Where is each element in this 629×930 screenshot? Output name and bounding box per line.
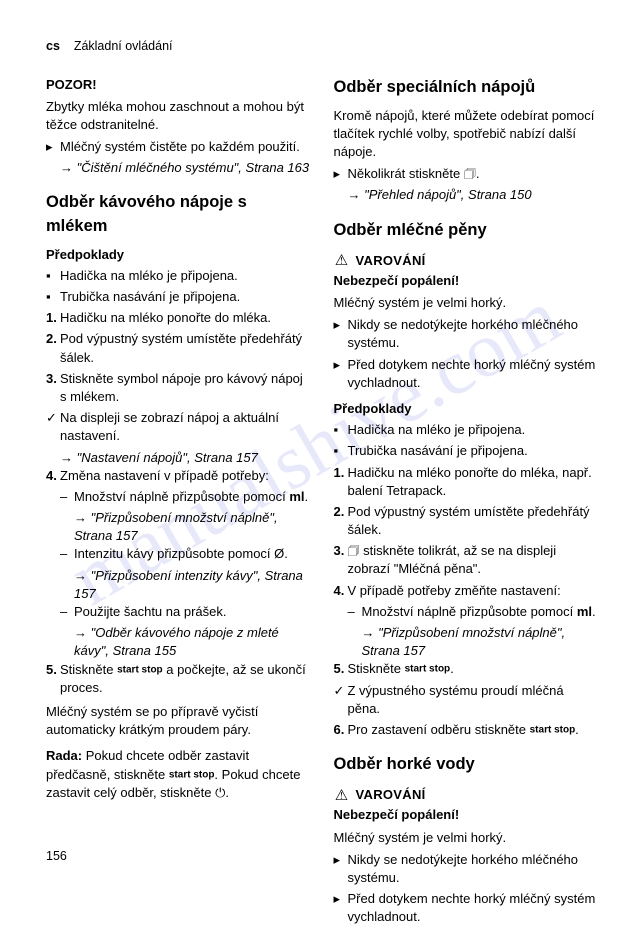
startstop-icon: start stop [117,664,163,675]
square-icon: ▪ [46,288,60,306]
arrow-icon: ▸ [334,165,348,183]
heading-coffee-milk: Odběr kávového nápoje s mlékem [46,191,310,237]
prereq-2: Trubička nasávání je připojena. [60,288,310,306]
num-5: 5. [334,660,348,678]
startstop-icon: start stop [405,664,451,675]
bstep-2: Pod výpustný systém umístěte předehřátý … [348,503,598,539]
pozor-item: Mléčný systém čistěte po každém použití. [60,138,310,156]
arrow-icon: ▸ [334,851,348,869]
warning-label-2: VAROVÁNÍ [356,786,426,804]
pozor-bullet: ▸ Mléčný systém čistěte po každém použit… [46,138,310,156]
page-content: cs Základní ovládání POZOR! Zbytky mléka… [46,38,597,930]
prereq-b2: Trubička nasávání je připojena. [348,442,598,460]
bstep-6: Pro zastavení odběru stiskněte start sto… [348,721,598,739]
step-3: Stiskněte symbol nápoje pro kávový nápoj… [60,370,310,406]
square-icon: ▪ [334,421,348,439]
check-icon: ✓ [46,409,60,427]
step-4a: Množství náplně přizpůsobte pomocí ml. [74,488,310,506]
num-1: 1. [334,464,348,482]
step-3-check: Na displeji se zobrazí nápoj a aktuální … [60,409,310,445]
warn-b2: Před dotykem nechte horký mléčný systém … [348,356,598,392]
pozor-heading: POZOR! [46,76,310,94]
warning-block-2: ⚠ VAROVÁNÍ [334,786,598,804]
step-4c: Použijte šachtu na prášek. [74,603,310,621]
heading-hot-water: Odběr horké vody [334,753,598,776]
prereq-heading: Předpoklady [46,246,310,264]
step-4c-ref: → "Odběr kávového nápoje z mleté kávy", … [60,624,310,660]
startstop-icon: start stop [169,769,215,780]
warning-block: ⚠ VAROVÁNÍ [334,252,598,270]
warning-label: VAROVÁNÍ [356,252,426,270]
bstep-3: 🗇 stiskněte tolikrát, až se na displeji … [348,542,598,578]
warn2-subhead: Nebezpečí popálení! [334,806,598,824]
lang-code: cs [46,39,60,53]
special-ref: → "Přehled nápojů", Strana 150 [334,186,598,204]
pozor-ref: → "Čištění mléčného systému", Strana 163 [46,159,310,177]
step-1: Hadičku na mléko ponořte do mléka. [60,309,310,327]
prereq-1: Hadička na mléko je připojena. [60,267,310,285]
check-icon: ✓ [334,682,348,700]
square-icon: ▪ [334,442,348,460]
heading-milk-foam: Odběr mléčné pěny [334,219,598,242]
right-column: Odběr speciálních nápojů Kromě nápojů, k… [334,76,598,930]
header-line: cs Základní ovládání [46,38,597,56]
special-intro: Kromě nápojů, které můžete odebírat pomo… [334,107,598,162]
section-title: Základní ovládání [74,39,173,53]
bstep-5: Stiskněte start stop. [348,660,598,678]
num-4: 4. [334,582,348,600]
auto-clean-note: Mléčný systém se po přípravě vyčistí aut… [46,703,310,739]
step-2: Pod výpustný systém umístěte předehřátý … [60,330,310,366]
square-icon: ▪ [46,267,60,285]
warn-subhead: Nebezpečí popálení! [334,272,598,290]
prereq-b1: Hadička na mléko je připojena. [348,421,598,439]
num-3: 3. [334,542,348,560]
warn-text: Mléčný systém je velmi horký. [334,294,598,312]
bstep-4: V případě potřeby změňte nastavení: [348,582,598,600]
num-4: 4. [46,467,60,485]
step-4b: Intenzitu kávy přizpůsobte pomocí Ø. [74,545,310,563]
bstep-1: Hadičku na mléko ponořte do mléka, např.… [348,464,598,500]
step-4: Změna nastavení v případě potřeby: [60,467,310,485]
dash-icon: – [348,603,362,621]
menu-icon: 🗇 [348,543,360,558]
step-4a-ref: → "Přizpůsobení množství náplně", Strana… [60,509,310,545]
warn-b1: Nikdy se nedotýkejte horkého mléčného sy… [348,316,598,352]
dash-icon: – [60,545,74,563]
warning-icon: ⚠ [334,787,350,803]
prereq-heading-b: Předpoklady [334,400,598,418]
special-bullet: Několikrát stiskněte 🗇. [348,165,598,183]
arrow-icon: ▸ [46,138,60,156]
power-icon: ⏻ [215,785,225,800]
num-2: 2. [334,503,348,521]
rada-tip: Rada: Pokud chcete odběr zastavit předča… [46,747,310,802]
arrow-icon: ▸ [334,316,348,334]
num-3: 3. [46,370,60,388]
dash-icon: – [60,603,74,621]
bstep-4a: Množství náplně přizpůsobte pomocí ml. [362,603,598,621]
num-5: 5. [46,661,60,679]
heading-special: Odběr speciálních nápojů [334,76,598,99]
dash-icon: – [60,488,74,506]
menu-icon: 🗇 [464,166,476,181]
warn2-b1: Nikdy se nedotýkejte horkého mléčného sy… [348,851,598,887]
left-column: POZOR! Zbytky mléka mohou zaschnout a mo… [46,76,310,930]
arrow-icon: ▸ [334,356,348,374]
bstep-5-check: Z výpustného systému proudí mléčná pěna. [348,682,598,718]
startstop-icon: start stop [530,725,576,736]
warning-icon: ⚠ [334,253,350,269]
bstep-4a-ref: → "Přizpůsobení množství náplně", Strana… [348,624,598,660]
warn2-text: Mléčný systém je velmi horký. [334,829,598,847]
warn2-b2: Před dotykem nechte horký mléčný systém … [348,890,598,926]
step-4b-ref: → "Přizpůsobení intenzity kávy", Strana … [60,567,310,603]
num-2: 2. [46,330,60,348]
num-1: 1. [46,309,60,327]
step-3-ref: → "Nastavení nápojů", Strana 157 [46,449,310,467]
pozor-text: Zbytky mléka mohou zaschnout a mohou být… [46,98,310,134]
num-6: 6. [334,721,348,739]
step-5: Stiskněte start stop a počkejte, až se u… [60,661,310,697]
